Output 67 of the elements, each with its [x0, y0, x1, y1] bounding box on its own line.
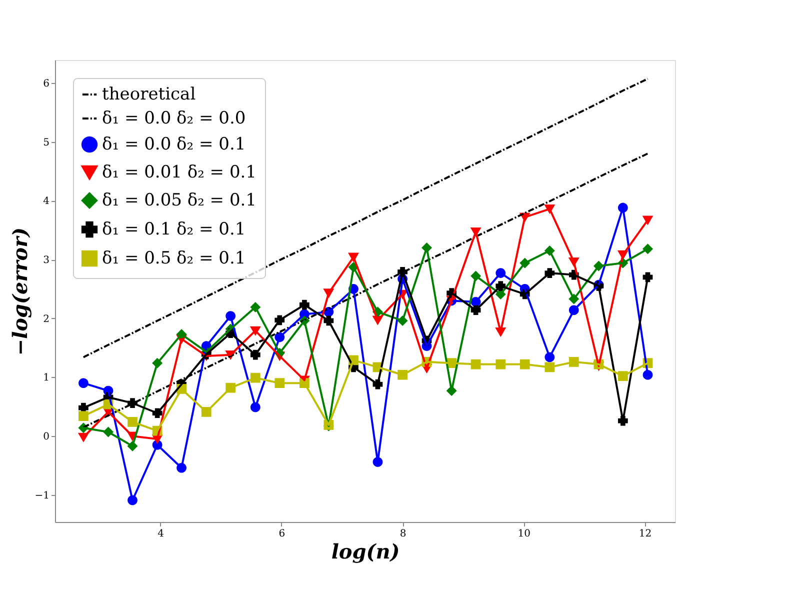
- point: [544, 246, 555, 256]
- point: [274, 315, 285, 326]
- point: [544, 268, 555, 278]
- point: [250, 302, 260, 312]
- point: [544, 204, 555, 214]
- point: [128, 417, 138, 427]
- legend-label: δ₁ = 0.01 δ₂ = 0.1: [102, 162, 256, 182]
- x-tick-label: 8: [400, 528, 406, 540]
- point: [470, 227, 481, 236]
- point: [324, 288, 334, 298]
- y-tick-label: 5: [43, 137, 50, 148]
- x-tick-label: 12: [638, 528, 652, 540]
- point: [300, 300, 310, 310]
- point: [152, 408, 162, 418]
- point: [78, 411, 88, 421]
- legend-label: theoretical: [102, 84, 196, 104]
- point: [642, 216, 653, 224]
- legend-label: δ₁ = 0.0 δ₂ = 0.0: [102, 108, 246, 128]
- x-tick-label: 4: [158, 528, 164, 540]
- point: [372, 457, 383, 467]
- point: [250, 402, 260, 412]
- x-axis-title: log(n): [331, 540, 400, 564]
- point: [226, 311, 236, 321]
- point: [618, 371, 628, 381]
- line-series: [82, 78, 649, 358]
- point: [78, 402, 88, 413]
- y-tick-label: 2: [43, 314, 50, 325]
- legend-label: δ₁ = 0.1 δ₂ = 0.1: [102, 220, 246, 240]
- y-tick-label: 4: [43, 196, 50, 208]
- point: [520, 258, 530, 268]
- point: [568, 294, 579, 304]
- point: [250, 350, 260, 360]
- legend-label: δ₁ = 0.5 δ₂ = 0.1: [102, 248, 246, 268]
- point: [152, 358, 162, 368]
- y-tick-label: 3: [43, 255, 50, 266]
- point: [496, 359, 506, 370]
- point: [544, 362, 555, 372]
- point: [618, 416, 628, 426]
- point: [618, 202, 628, 213]
- point: [274, 378, 285, 388]
- point: [470, 305, 481, 316]
- point: [324, 316, 334, 326]
- point: [250, 326, 260, 336]
- point: [176, 462, 186, 473]
- point: [446, 386, 457, 396]
- point: [496, 281, 506, 291]
- x-tick-label: 10: [518, 528, 530, 540]
- point: [398, 370, 408, 380]
- point: [128, 495, 138, 506]
- point: [78, 432, 88, 442]
- y-tick-label: 0: [43, 432, 50, 443]
- x-tick-label: 6: [278, 528, 286, 540]
- y-tick-label: 6: [43, 78, 50, 90]
- point: [568, 356, 579, 367]
- legend-label: δ₁ = 0.0 δ₂ = 0.1: [102, 134, 246, 154]
- point: [520, 359, 530, 370]
- point: [642, 244, 653, 254]
- point: [422, 242, 432, 253]
- y-tick-label: −1: [34, 490, 50, 502]
- point: [348, 252, 358, 262]
- point: [496, 328, 506, 336]
- legend-label: δ₁ = 0.05 δ₂ = 0.1: [102, 190, 256, 210]
- point: [78, 378, 88, 388]
- point: [642, 272, 653, 282]
- y-axis-title: −log(error): [8, 227, 32, 356]
- y-tick-label: 1: [43, 372, 50, 384]
- point: [642, 370, 653, 380]
